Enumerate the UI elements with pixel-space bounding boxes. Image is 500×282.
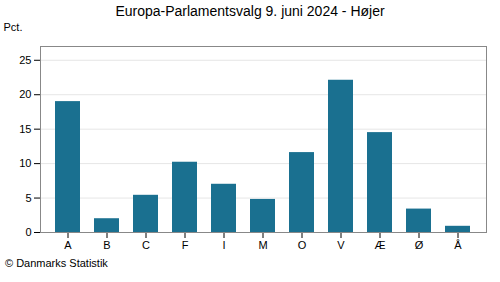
svg-text:O: O xyxy=(298,239,307,251)
svg-text:25: 25 xyxy=(19,54,31,66)
html-text:© Danmarks Statistik: © Danmarks Statistik xyxy=(5,257,108,269)
svg-text:C: C xyxy=(142,239,150,251)
svg-text:A: A xyxy=(64,239,72,251)
svg-text:F: F xyxy=(182,239,189,251)
html-text:Europa-Parlamentsvalg 9. juni: Europa-Parlamentsvalg 9. juni 2024 - Høj… xyxy=(115,3,385,19)
svg-text:Å: Å xyxy=(454,239,462,251)
svg-text:5: 5 xyxy=(25,192,31,204)
svg-text:Æ: Æ xyxy=(375,239,386,251)
svg-text:20: 20 xyxy=(19,88,31,100)
svg-text:0: 0 xyxy=(25,226,31,238)
svg-text:Pct.: Pct. xyxy=(4,21,23,33)
svg-text:15: 15 xyxy=(19,123,31,135)
svg-text:V: V xyxy=(337,239,345,251)
svg-text:Ø: Ø xyxy=(415,239,424,251)
svg-text:B: B xyxy=(103,239,110,251)
svg-text:M: M xyxy=(258,239,267,251)
svg-text:I: I xyxy=(222,239,225,251)
svg-text:10: 10 xyxy=(19,157,31,169)
